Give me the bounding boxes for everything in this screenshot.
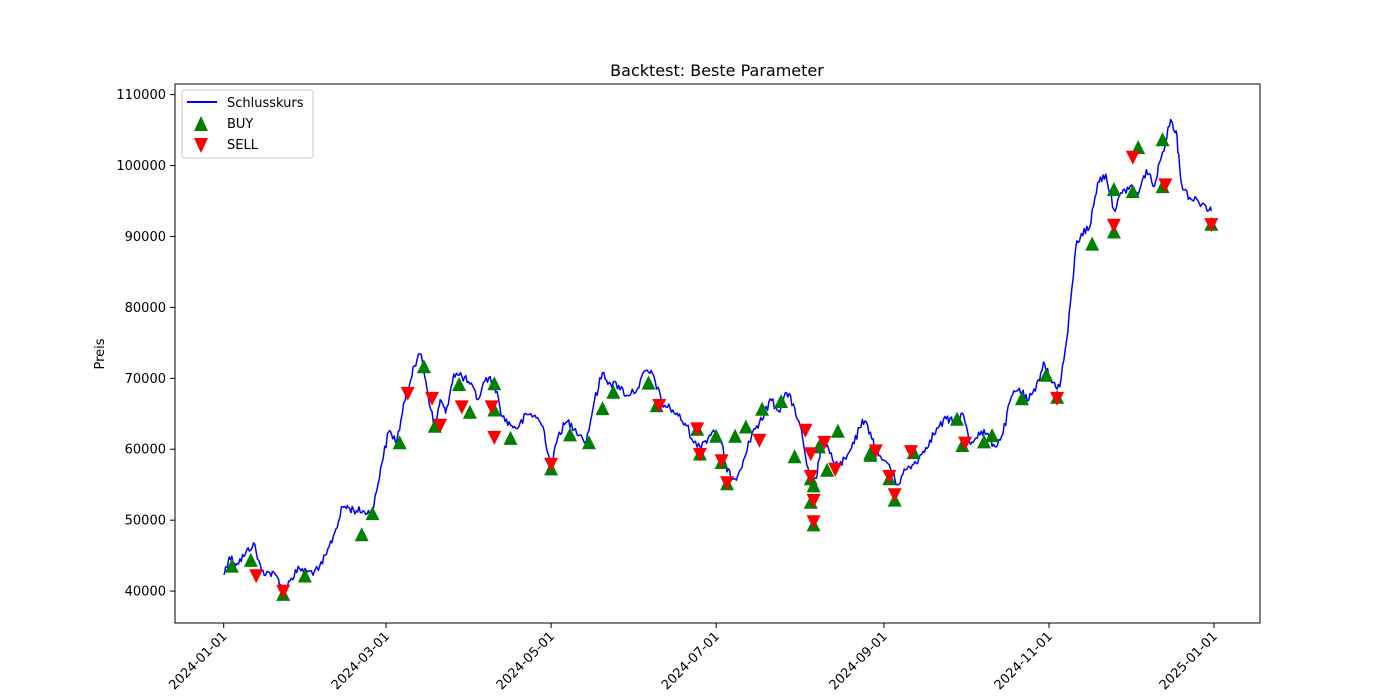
y-tick-label: 110000 <box>116 88 166 103</box>
buy-marker <box>487 402 502 417</box>
buy-marker <box>487 376 502 391</box>
y-tick-label: 100000 <box>116 159 166 174</box>
sell-marker <box>544 457 559 472</box>
y-tick-label: 50000 <box>125 514 166 529</box>
buy-marker <box>224 558 239 573</box>
legend-label-schlusskurs: Schlusskurs <box>227 96 304 111</box>
plot-marker-layer <box>224 132 1219 601</box>
buy-marker <box>985 428 1000 443</box>
buy-marker <box>641 375 656 390</box>
buy-marker <box>1106 182 1121 196</box>
chart-title: Backtest: Beste Parameter <box>610 61 824 80</box>
buy-marker <box>950 411 964 426</box>
legend: Schlusskurs BUY SELL <box>181 89 314 159</box>
buy-marker <box>774 394 789 408</box>
sell-marker <box>692 447 707 462</box>
buy-marker <box>606 384 621 399</box>
buy-marker <box>820 462 835 477</box>
buy-marker <box>977 434 991 449</box>
buy-marker <box>830 423 845 438</box>
sell-marker <box>1050 391 1065 406</box>
sell-marker <box>720 476 734 491</box>
sell-marker <box>1125 150 1140 165</box>
y-axis: 40000 50000 60000 70000 80000 90000 100000 1100… <box>116 88 175 600</box>
plot-series-layer <box>223 118 1213 593</box>
buy-marker <box>365 506 380 521</box>
sell-marker <box>400 386 415 401</box>
y-axis-label: Preis <box>93 338 108 369</box>
sell-marker <box>487 430 502 445</box>
sell-marker <box>454 400 469 415</box>
sell-marker <box>425 391 439 406</box>
y-tick-label: 40000 <box>125 585 166 600</box>
buy-marker <box>297 568 312 583</box>
y-tick-label: 90000 <box>125 230 166 245</box>
buy-marker <box>563 427 577 442</box>
buy-marker <box>452 377 467 391</box>
sell-marker <box>1204 218 1219 233</box>
buy-marker <box>595 401 610 416</box>
legend-sell-marker <box>194 138 208 153</box>
legend-frame <box>181 89 314 159</box>
legend-buy-marker <box>194 116 208 131</box>
sell-marker <box>806 515 821 530</box>
sell-marker <box>882 469 897 484</box>
buy-marker <box>1039 367 1054 382</box>
sell-marker <box>958 436 973 451</box>
sell-marker <box>484 400 499 415</box>
buy-marker <box>503 430 518 445</box>
buy-marker <box>806 478 821 493</box>
buy-marker <box>1125 184 1140 199</box>
plot-frame <box>174 83 1261 624</box>
buy-marker <box>709 428 724 443</box>
buy-marker <box>392 435 407 450</box>
sell-marker <box>652 399 667 413</box>
sell-marker <box>1158 178 1173 193</box>
buy-marker <box>738 419 753 434</box>
sell-marker <box>1106 218 1121 233</box>
sell-marker <box>249 569 264 584</box>
buy-marker <box>863 447 878 462</box>
buy-marker <box>1155 132 1170 147</box>
series-line-schlusskurs <box>223 118 1213 593</box>
sell-marker <box>868 444 883 459</box>
sell-marker <box>904 445 918 460</box>
sell-marker <box>276 584 291 599</box>
buy-marker <box>354 527 369 542</box>
sell-marker <box>803 469 818 484</box>
buy-marker <box>462 404 477 419</box>
sell-marker <box>887 488 902 503</box>
sell-marker <box>803 447 818 462</box>
buy-marker <box>1085 236 1100 251</box>
sell-marker <box>798 423 813 438</box>
buy-marker <box>416 359 431 374</box>
y-tick-label: 80000 <box>125 301 166 316</box>
legend-label-buy: BUY <box>227 117 253 132</box>
buy-marker <box>728 428 743 443</box>
buy-marker <box>1131 140 1146 155</box>
sell-marker <box>433 418 448 433</box>
buy-marker <box>243 552 258 567</box>
y-tick-label: 70000 <box>125 372 166 387</box>
buy-marker <box>755 401 770 416</box>
sell-marker <box>806 494 821 508</box>
sell-marker <box>714 454 729 469</box>
y-tick-label: 60000 <box>125 443 166 458</box>
sell-marker <box>690 422 705 437</box>
buy-marker <box>787 449 802 464</box>
legend-label-sell: SELL <box>227 138 259 153</box>
buy-marker <box>427 418 442 433</box>
sell-marker <box>817 435 832 450</box>
sell-marker <box>828 462 843 477</box>
buy-marker <box>1014 391 1029 406</box>
sell-marker <box>752 433 767 448</box>
buy-marker <box>582 435 596 450</box>
